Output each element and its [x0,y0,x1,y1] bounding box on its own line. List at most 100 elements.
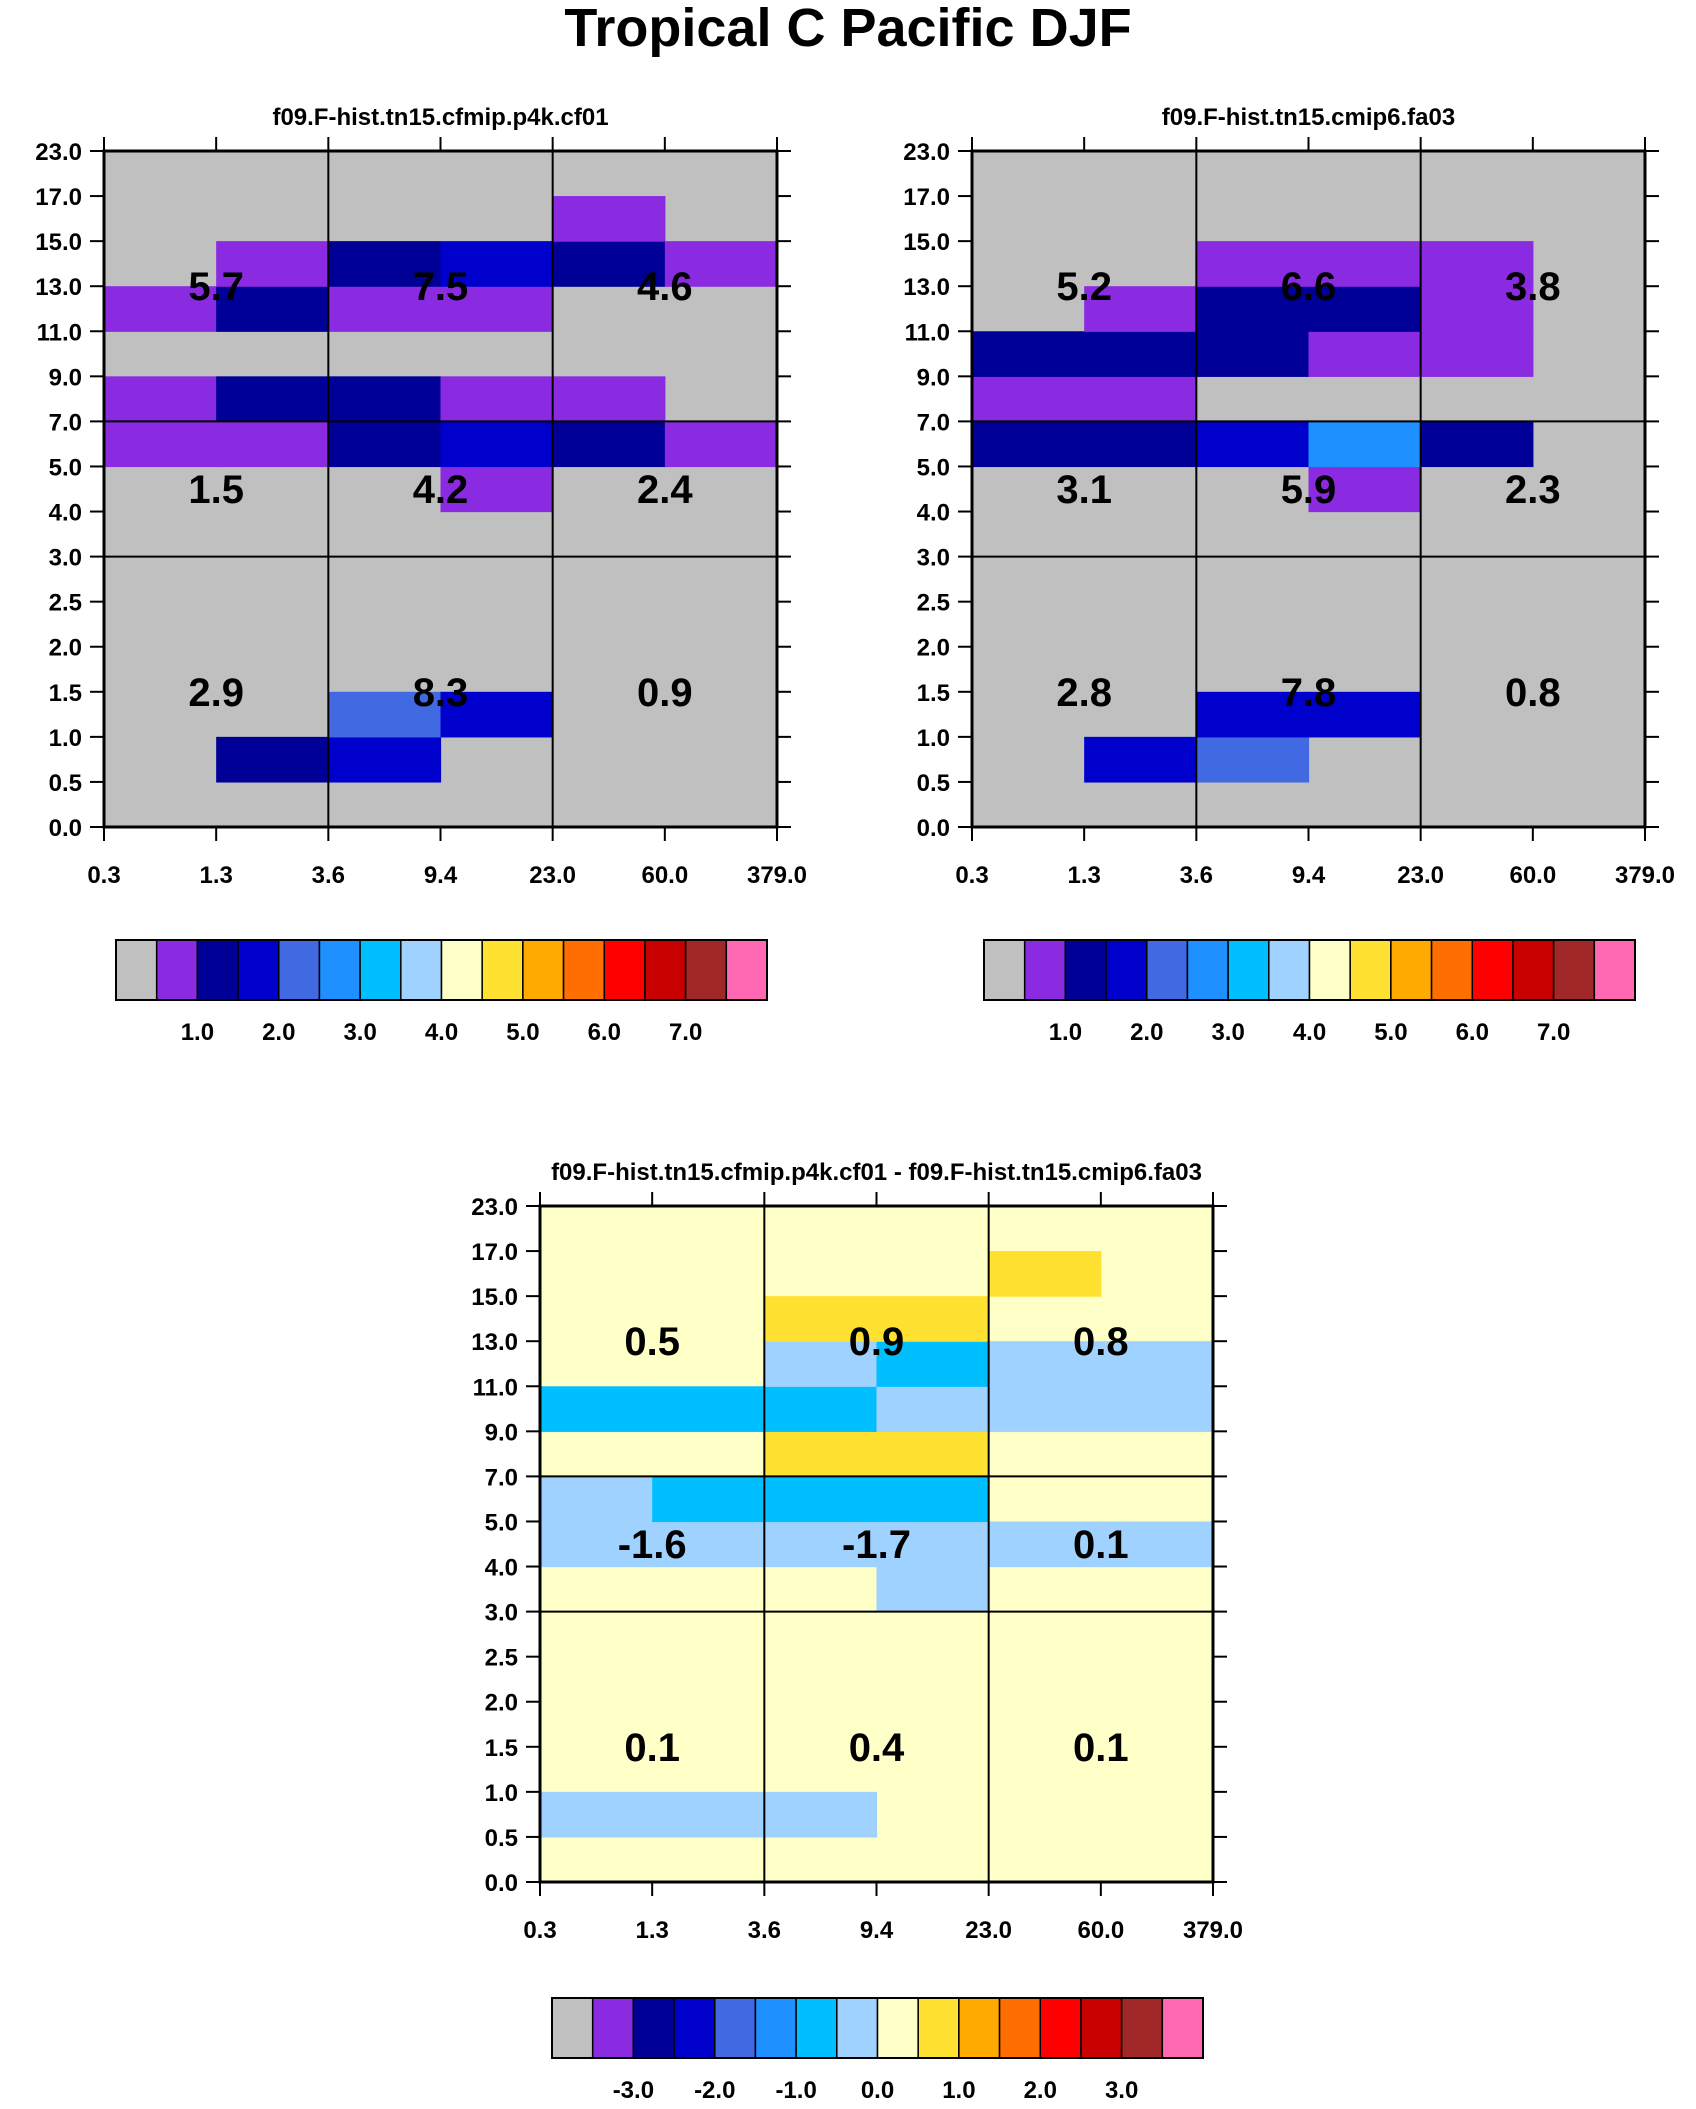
heatmap-cell [1308,466,1422,513]
heatmap-cell [440,376,554,422]
heatmap-cell [664,241,778,287]
block-sum-label: 7.5 [413,265,469,309]
heatmap-cell [216,241,329,287]
y-tick-label: 1.0 [917,725,950,752]
panel-title: f09.F-hist.tn15.cmip6.fa03 [1162,104,1455,131]
heatmap-cell [1084,331,1197,377]
heatmap-cell [328,736,442,783]
block-sum-label: 0.1 [624,1726,680,1770]
y-tick-label: 23.0 [903,139,950,166]
heatmap-cell [552,196,666,242]
heatmap-cell [652,1386,765,1432]
x-tick-label: 3.6 [748,1917,781,1944]
heatmap-cell [1308,241,1422,287]
colorbar-swatch [1039,1997,1082,2059]
y-tick-label: 7.0 [49,409,82,436]
heatmap-cell [1196,691,1310,738]
colorbar-label: 4.0 [1293,1019,1326,1046]
heatmap-cell [216,286,329,332]
heatmap-cell [876,1341,990,1387]
heatmap-cell [1196,331,1310,377]
heatmap-cell [1420,241,1534,287]
y-tick-label: 11.0 [473,1374,518,1401]
colorbar-swatch [1161,1997,1204,2059]
colorbar-swatch [1105,939,1148,1001]
colorbar-swatch [998,1997,1041,2059]
colorbar-swatch [836,1997,879,2059]
y-tick-label: 3.0 [49,545,82,572]
block-sum-label: 2.8 [1056,671,1112,715]
heatmap-cell [1084,376,1197,422]
heatmap-cell [876,1431,990,1477]
heatmap-cell [988,1521,1102,1568]
colorbar-label: 4.0 [425,1019,458,1046]
x-tick-label: 1.3 [1067,862,1100,889]
heatmap-cell [1308,421,1422,468]
block-sum-label: 3.1 [1056,468,1112,512]
heatmap-cell [764,1521,878,1568]
heatmap-cell [1420,286,1534,332]
y-tick-label: 2.5 [49,590,82,617]
block-sum-label: 0.4 [849,1726,905,1770]
heatmap-cell [764,1431,878,1477]
x-tick-label: 9.4 [1292,862,1326,889]
heatmap-cell [1420,331,1534,377]
y-tick-label: 7.0 [917,409,950,436]
heatmap-cell [540,1476,653,1523]
heatmap-cell [440,286,554,332]
colorbar-swatch [1430,939,1473,1001]
colorbar-label: 5.0 [506,1019,539,1046]
x-tick-label: 23.0 [529,862,576,889]
y-tick-label: 9.0 [485,1419,518,1446]
colorbar-label: 3.0 [1105,2077,1138,2104]
heatmap-cell [652,1476,765,1523]
colorbar-swatch [632,1997,675,2059]
colorbar-swatch [1552,939,1596,1001]
colorbar-swatch [673,1997,716,2059]
block-sum-label: 1.5 [188,468,244,512]
colorbar-swatch [318,939,361,1001]
heatmap-cell [972,331,1085,377]
panel-difference: f09.F-hist.tn15.cfmip.p4k.cf01 - f09.F-h… [471,1159,1243,2104]
colorbar-swatch [196,939,239,1001]
colorbar-swatch [754,1997,797,2059]
heatmap-cell [1308,691,1422,738]
block-sum-label: 5.2 [1056,265,1112,309]
x-tick-label: 0.3 [87,862,120,889]
y-tick-label: 3.0 [917,545,950,572]
colorbar-label: 5.0 [1374,1019,1407,1046]
y-tick-label: 0.0 [49,815,82,842]
heatmap-cell [764,1791,878,1838]
heatmap-cell [540,1791,653,1838]
y-tick-label: 17.0 [471,1239,518,1266]
colorbar-label: 2.0 [1024,2077,1057,2104]
x-tick-label: 3.6 [1180,862,1213,889]
colorbar-swatch [522,939,565,1001]
x-tick-label: 379.0 [1615,862,1675,889]
colorbar-frame [115,939,768,1001]
y-tick-label: 4.0 [917,500,950,527]
colorbar-label: 1.0 [942,2077,975,2104]
colorbar-swatch [1227,939,1270,1001]
y-tick-label: 1.0 [485,1780,518,1807]
heatmap-cell [764,1476,878,1523]
panel-title: f09.F-hist.tn15.cfmip.p4k.cf01 [272,104,608,131]
x-tick-label: 379.0 [1183,1917,1243,1944]
heatmap-cell [1100,1521,1214,1568]
block-sum-label: 2.3 [1505,468,1561,512]
block-sum-label: -1.6 [618,1523,687,1567]
y-tick-label: 17.0 [35,184,82,211]
y-tick-label: 3.0 [485,1600,518,1627]
heatmap-cell [988,1251,1102,1297]
heatmap-cell [988,1386,1102,1432]
heatmap-cell [764,1296,878,1342]
panel-cmip6: f09.F-hist.tn15.cmip6.fa03 0.3 1.3 3.6 9.4 23… [903,104,1675,1046]
block-sum-label: 6.6 [1281,265,1337,309]
y-tick-label: 9.0 [917,364,950,391]
heatmap-cell [440,241,554,287]
heatmap-cell [216,736,329,783]
heatmap-cell [1420,421,1534,468]
heatmap-cell [876,1566,990,1613]
colorbar-swatch [1186,939,1229,1001]
colorbar-swatch [1390,939,1433,1001]
